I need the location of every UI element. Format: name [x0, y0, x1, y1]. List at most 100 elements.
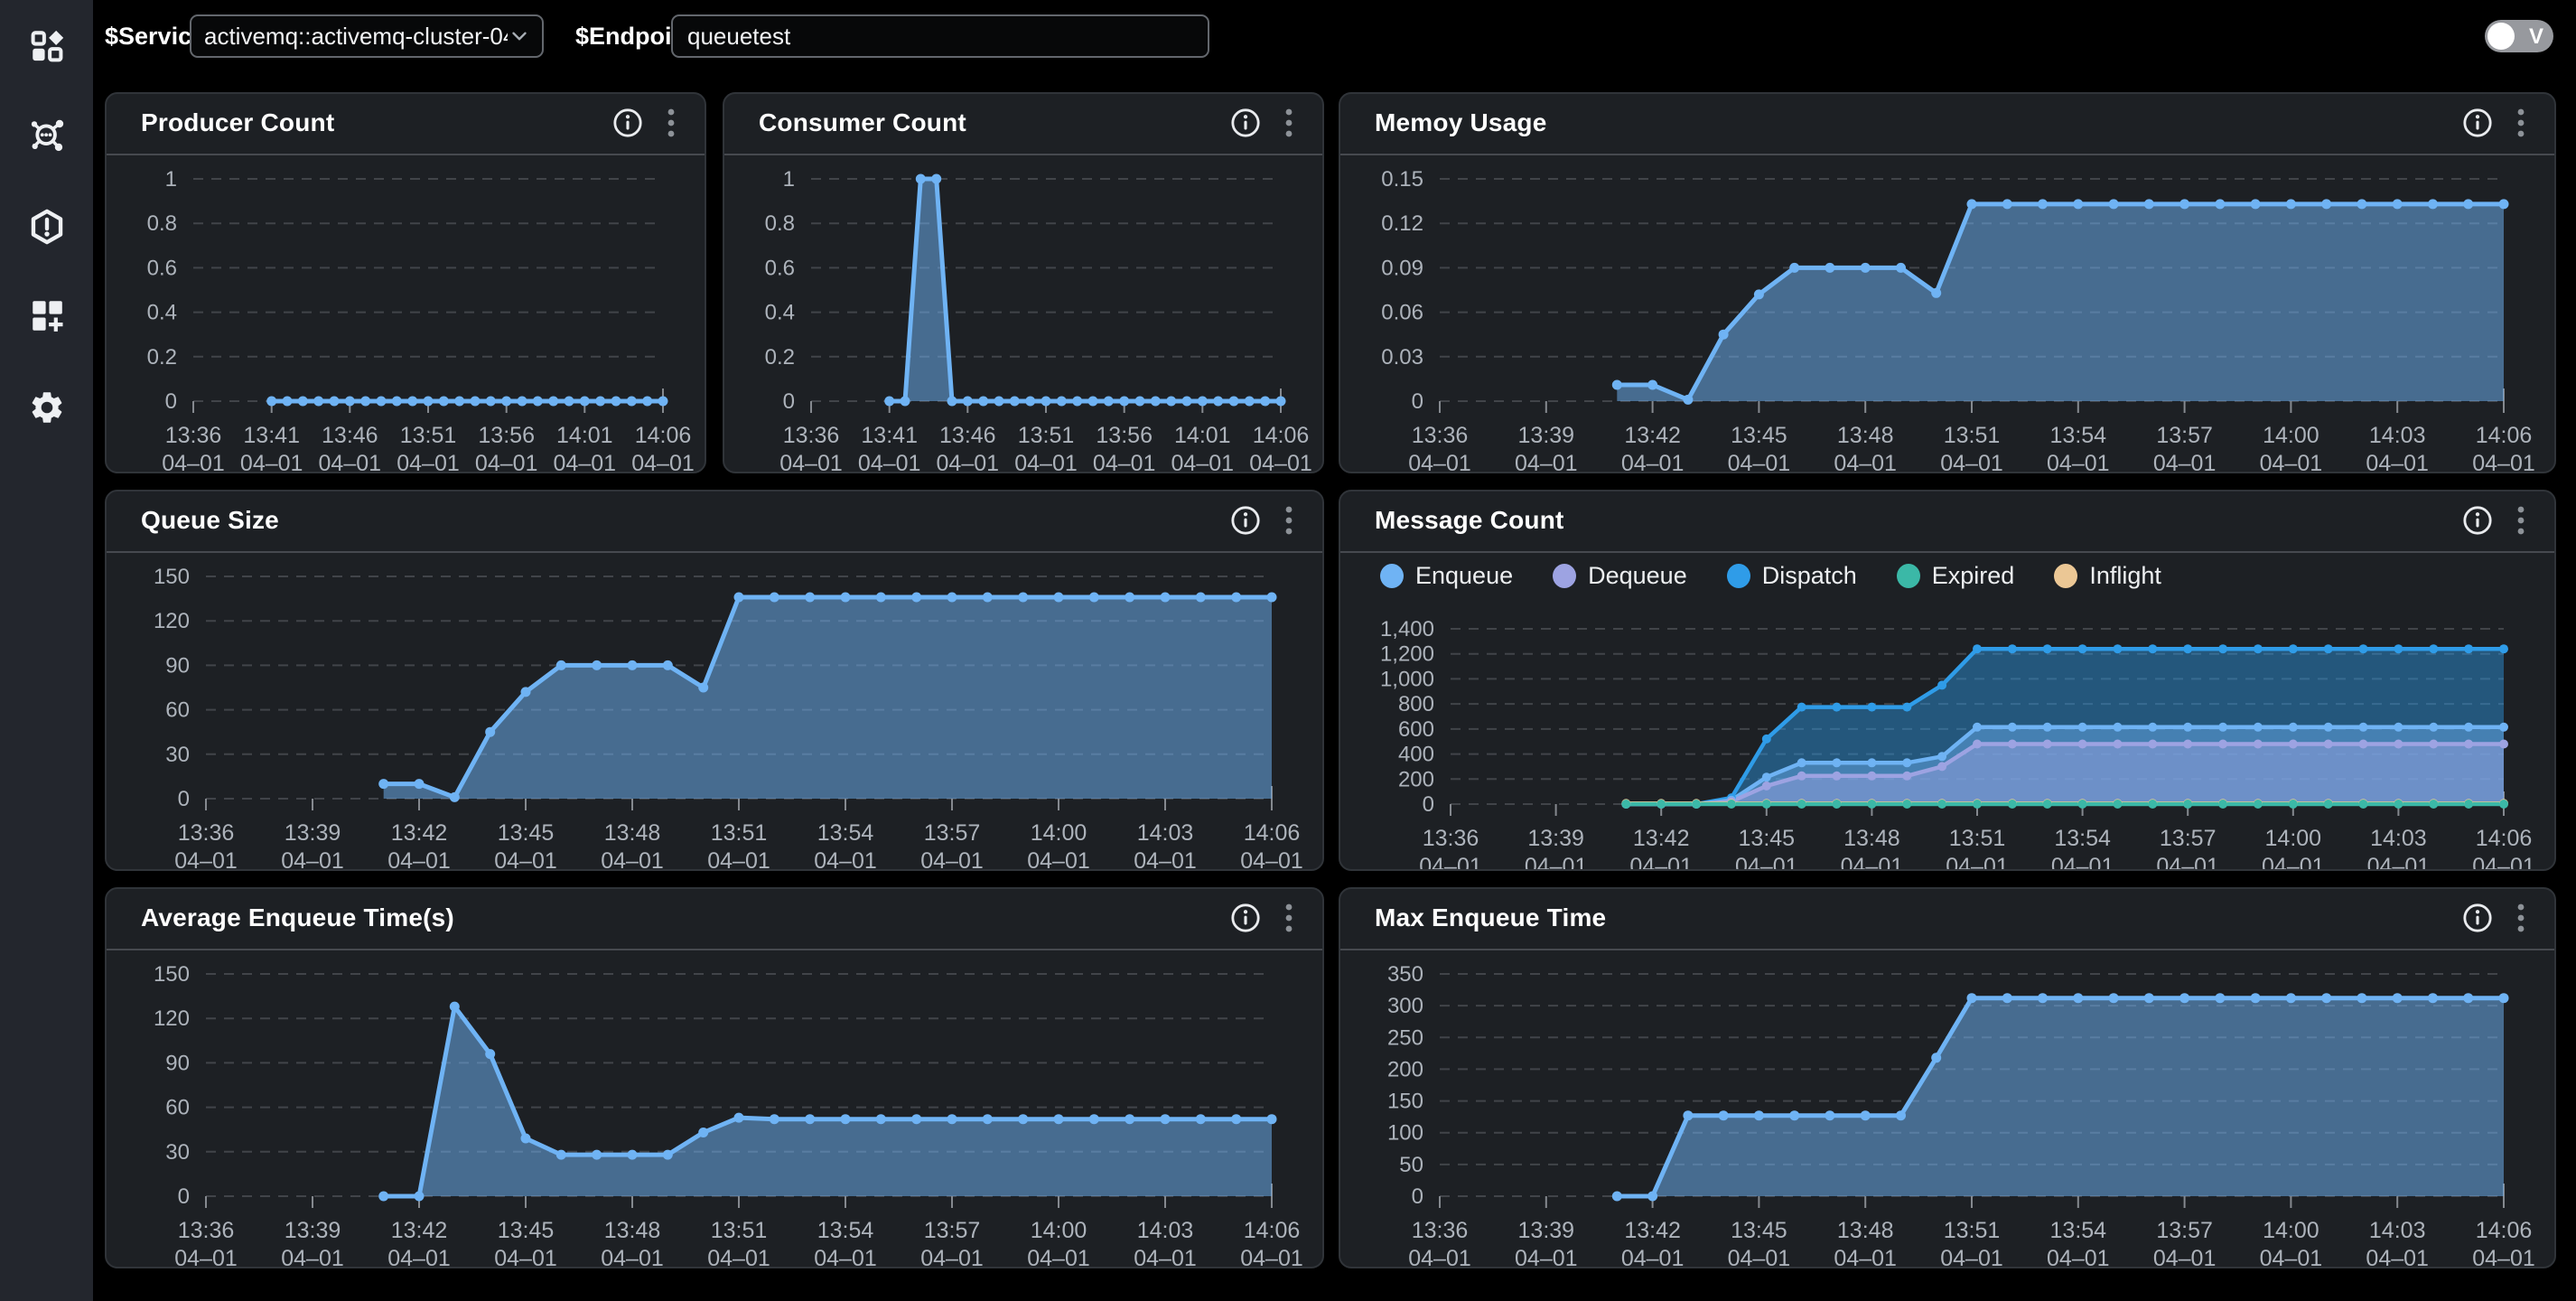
- panel-producer-count: Producer Count 1 0.8 0.6 0.4 0.2 0 13:36 04–01 1…: [105, 92, 706, 473]
- chevron-down-icon: [512, 32, 527, 41]
- svg-text:13:57: 13:57: [924, 820, 981, 846]
- kebab-menu-icon[interactable]: [2516, 108, 2525, 138]
- kebab-menu-icon[interactable]: [2516, 903, 2525, 933]
- kebab-menu-icon[interactable]: [1284, 505, 1293, 536]
- service-select-value: activemq::activemq-cluster-040: [204, 22, 508, 50]
- svg-text:1,200: 1,200: [1380, 642, 1434, 667]
- svg-text:04–01: 04–01: [1515, 1246, 1578, 1267]
- memory-usage-chart[interactable]: 0.15 0.12 0.09 0.06 0.03 0 13:36 04–01 13:39 04–0…: [1340, 154, 2554, 472]
- info-icon[interactable]: [2462, 903, 2493, 933]
- endpoint-input[interactable]: [671, 14, 1209, 58]
- svg-text:13:51: 13:51: [711, 820, 768, 846]
- legend-item-inflight[interactable]: Inflight: [2054, 562, 2161, 590]
- kebab-menu-icon[interactable]: [1284, 903, 1293, 933]
- max-enqueue-time-chart[interactable]: 350 300 250 200 150 100 50 0 13:36 04–01 13:39 04–0…: [1340, 949, 2554, 1267]
- svg-text:13:42: 13:42: [391, 820, 448, 846]
- svg-text:04–01: 04–01: [1621, 1246, 1685, 1267]
- panel-title: Max Enqueue Time: [1375, 903, 1607, 931]
- info-icon[interactable]: [612, 108, 643, 138]
- panel-queue-size: Queue Size 150 120 90 60 30 0 13:36 04–01 13:39 0…: [105, 490, 1324, 871]
- apps-icon[interactable]: [25, 24, 69, 68]
- legend-label: Dispatch: [1761, 562, 1857, 589]
- svg-text:04–01: 04–01: [1014, 451, 1078, 472]
- legend-label: Dequeue: [1588, 562, 1687, 589]
- chart-legend: Enqueue Dequeue Dispatch Expired Inflight: [1380, 562, 2161, 590]
- info-icon[interactable]: [1230, 505, 1261, 536]
- svg-text:14:03: 14:03: [2369, 1218, 2426, 1243]
- svg-text:14:06: 14:06: [2476, 423, 2533, 448]
- svg-text:04–01: 04–01: [1728, 1246, 1791, 1267]
- chart-svg: 1 0.8 0.6 0.4 0.2 0 13:36 04–01 13:41 04–01 13:46 0…: [765, 167, 1312, 472]
- svg-text:13:45: 13:45: [498, 1218, 555, 1243]
- sidebar: [0, 0, 93, 1301]
- queue-size-chart[interactable]: 150 120 90 60 30 0 13:36 04–01 13:39 04–01 13:42 04…: [107, 551, 1322, 869]
- panel-title: Memoy Usage: [1375, 108, 1547, 136]
- legend-item-dispatch[interactable]: Dispatch: [1726, 562, 1857, 590]
- topology-icon[interactable]: [25, 115, 69, 158]
- svg-text:13:54: 13:54: [2050, 1218, 2107, 1243]
- message-count-chart[interactable]: Enqueue Dequeue Dispatch Expired Inflight 1,4…: [1340, 551, 2554, 869]
- svg-text:04–01: 04–01: [1735, 854, 1798, 869]
- svg-text:04–01: 04–01: [1946, 854, 2009, 869]
- legend-color-dot: [1896, 564, 1920, 588]
- svg-text:13:48: 13:48: [604, 1218, 661, 1243]
- svg-text:04–01: 04–01: [1621, 451, 1685, 472]
- info-icon[interactable]: [1230, 903, 1261, 933]
- settings-icon[interactable]: [25, 386, 69, 429]
- kebab-menu-icon[interactable]: [667, 108, 676, 138]
- svg-text:14:06: 14:06: [2476, 826, 2533, 851]
- alert-hexagon-icon[interactable]: [25, 205, 69, 248]
- svg-text:04–01: 04–01: [1027, 1246, 1090, 1267]
- svg-text:14:06: 14:06: [1244, 820, 1301, 846]
- svg-text:14:01: 14:01: [556, 423, 613, 448]
- svg-text:04–01: 04–01: [240, 451, 303, 472]
- svg-text:04–01: 04–01: [2472, 451, 2535, 472]
- svg-text:04–01: 04–01: [2260, 451, 2323, 472]
- svg-text:13:57: 13:57: [2160, 826, 2217, 851]
- svg-text:04–01: 04–01: [937, 451, 1000, 472]
- average-enqueue-time-chart[interactable]: 150 120 90 60 30 0 13:36 04–01 13:39 04–01 13:42 04…: [107, 949, 1322, 1267]
- svg-text:04–01: 04–01: [1408, 451, 1471, 472]
- svg-text:13:36: 13:36: [1423, 826, 1479, 851]
- svg-text:0: 0: [178, 787, 190, 811]
- svg-text:0.06: 0.06: [1381, 301, 1423, 325]
- info-icon[interactable]: [2462, 505, 2493, 536]
- legend-item-enqueue[interactable]: Enqueue: [1380, 562, 1513, 590]
- consumer-count-chart[interactable]: 1 0.8 0.6 0.4 0.2 0 13:36 04–01 13:41 04–01 13:46 0…: [724, 154, 1322, 472]
- svg-text:13:45: 13:45: [498, 820, 555, 846]
- svg-text:13:48: 13:48: [1837, 1218, 1894, 1243]
- kebab-menu-icon[interactable]: [2516, 505, 2525, 536]
- info-icon[interactable]: [1230, 108, 1261, 138]
- service-select[interactable]: activemq::activemq-cluster-040: [190, 14, 544, 58]
- svg-text:13:51: 13:51: [1018, 423, 1075, 448]
- svg-text:04–01: 04–01: [2156, 854, 2219, 869]
- svg-text:04–01: 04–01: [1134, 1246, 1197, 1267]
- svg-text:04–01: 04–01: [1419, 854, 1482, 869]
- svg-text:13:54: 13:54: [2054, 826, 2111, 851]
- apps-icon-glyph: [31, 30, 64, 62]
- panel-header: Consumer Count: [724, 94, 1322, 155]
- svg-text:04–01: 04–01: [1728, 451, 1791, 472]
- add-widget-icon[interactable]: [25, 294, 69, 337]
- info-icon[interactable]: [2462, 108, 2493, 138]
- svg-text:90: 90: [165, 653, 190, 678]
- svg-text:100: 100: [1387, 1121, 1423, 1146]
- chart-svg: 0.15 0.12 0.09 0.06 0.03 0 13:36 04–01 13:39 04–0…: [1381, 167, 2535, 472]
- producer-count-chart[interactable]: 1 0.8 0.6 0.4 0.2 0 13:36 04–01 13:41 04–01 13:46 0…: [107, 154, 705, 472]
- svg-text:04–01: 04–01: [281, 1246, 344, 1267]
- kebab-menu-icon[interactable]: [1284, 108, 1293, 138]
- panel-title: Queue Size: [141, 506, 279, 534]
- svg-text:04–01: 04–01: [1629, 854, 1693, 869]
- svg-text:14:03: 14:03: [1137, 1218, 1194, 1243]
- svg-text:200: 200: [1398, 767, 1434, 791]
- svg-text:04–01: 04–01: [858, 451, 921, 472]
- svg-text:150: 150: [1387, 1090, 1423, 1114]
- svg-text:14:06: 14:06: [1253, 423, 1310, 448]
- svg-text:04–01: 04–01: [1834, 1246, 1897, 1267]
- legend-item-dequeue[interactable]: Dequeue: [1553, 562, 1687, 590]
- version-toggle[interactable]: V: [2485, 20, 2553, 52]
- svg-text:800: 800: [1398, 692, 1434, 716]
- legend-item-expired[interactable]: Expired: [1896, 562, 2014, 590]
- svg-text:04–01: 04–01: [2153, 451, 2217, 472]
